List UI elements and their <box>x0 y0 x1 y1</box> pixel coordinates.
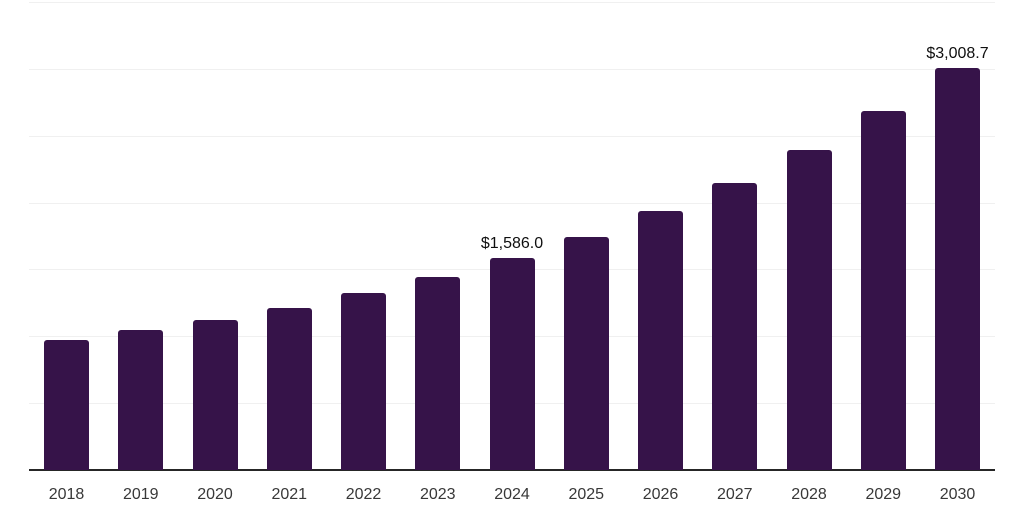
x-axis-label-2018: 2018 <box>48 486 85 503</box>
x-axis-label-2019: 2019 <box>122 486 159 503</box>
bar-2022 <box>341 293 386 470</box>
bar-2019 <box>118 329 164 470</box>
bar-2024 <box>489 257 535 470</box>
bar-2028 <box>786 150 832 470</box>
data-label-2030: $3,008.7 <box>926 44 989 62</box>
bar-2018 <box>44 339 89 470</box>
data-label-2024: $1,586.0 <box>480 234 544 252</box>
bar-2030 <box>935 67 980 470</box>
x-axis-label-2025: 2025 <box>568 486 605 503</box>
bar-2023 <box>415 277 461 470</box>
gridline-3500 <box>29 2 995 3</box>
x-axis-label-2027: 2027 <box>716 486 753 503</box>
bar-2027 <box>712 183 758 470</box>
x-axis-label-2026: 2026 <box>642 486 679 503</box>
x-axis-label-2022: 2022 <box>345 486 382 503</box>
gridline-3000 <box>29 69 995 70</box>
gridline-2000 <box>29 203 995 204</box>
x-axis-line <box>29 469 995 471</box>
x-axis-label-2021: 2021 <box>271 486 308 503</box>
x-axis-label-2028: 2028 <box>791 486 827 503</box>
x-axis-label-2030: 2030 <box>939 486 976 503</box>
x-axis-label-2023: 2023 <box>419 486 456 503</box>
bar-2029 <box>860 111 906 470</box>
x-axis-label-2024: 2024 <box>494 486 530 503</box>
bar-2020 <box>192 320 238 470</box>
x-axis-label-2020: 2020 <box>197 486 233 503</box>
gridline-2500 <box>29 136 995 137</box>
bar-2025 <box>563 237 609 470</box>
bar-2021 <box>266 307 312 470</box>
bar-2026 <box>638 211 683 470</box>
x-axis-label-2029: 2029 <box>865 486 902 503</box>
